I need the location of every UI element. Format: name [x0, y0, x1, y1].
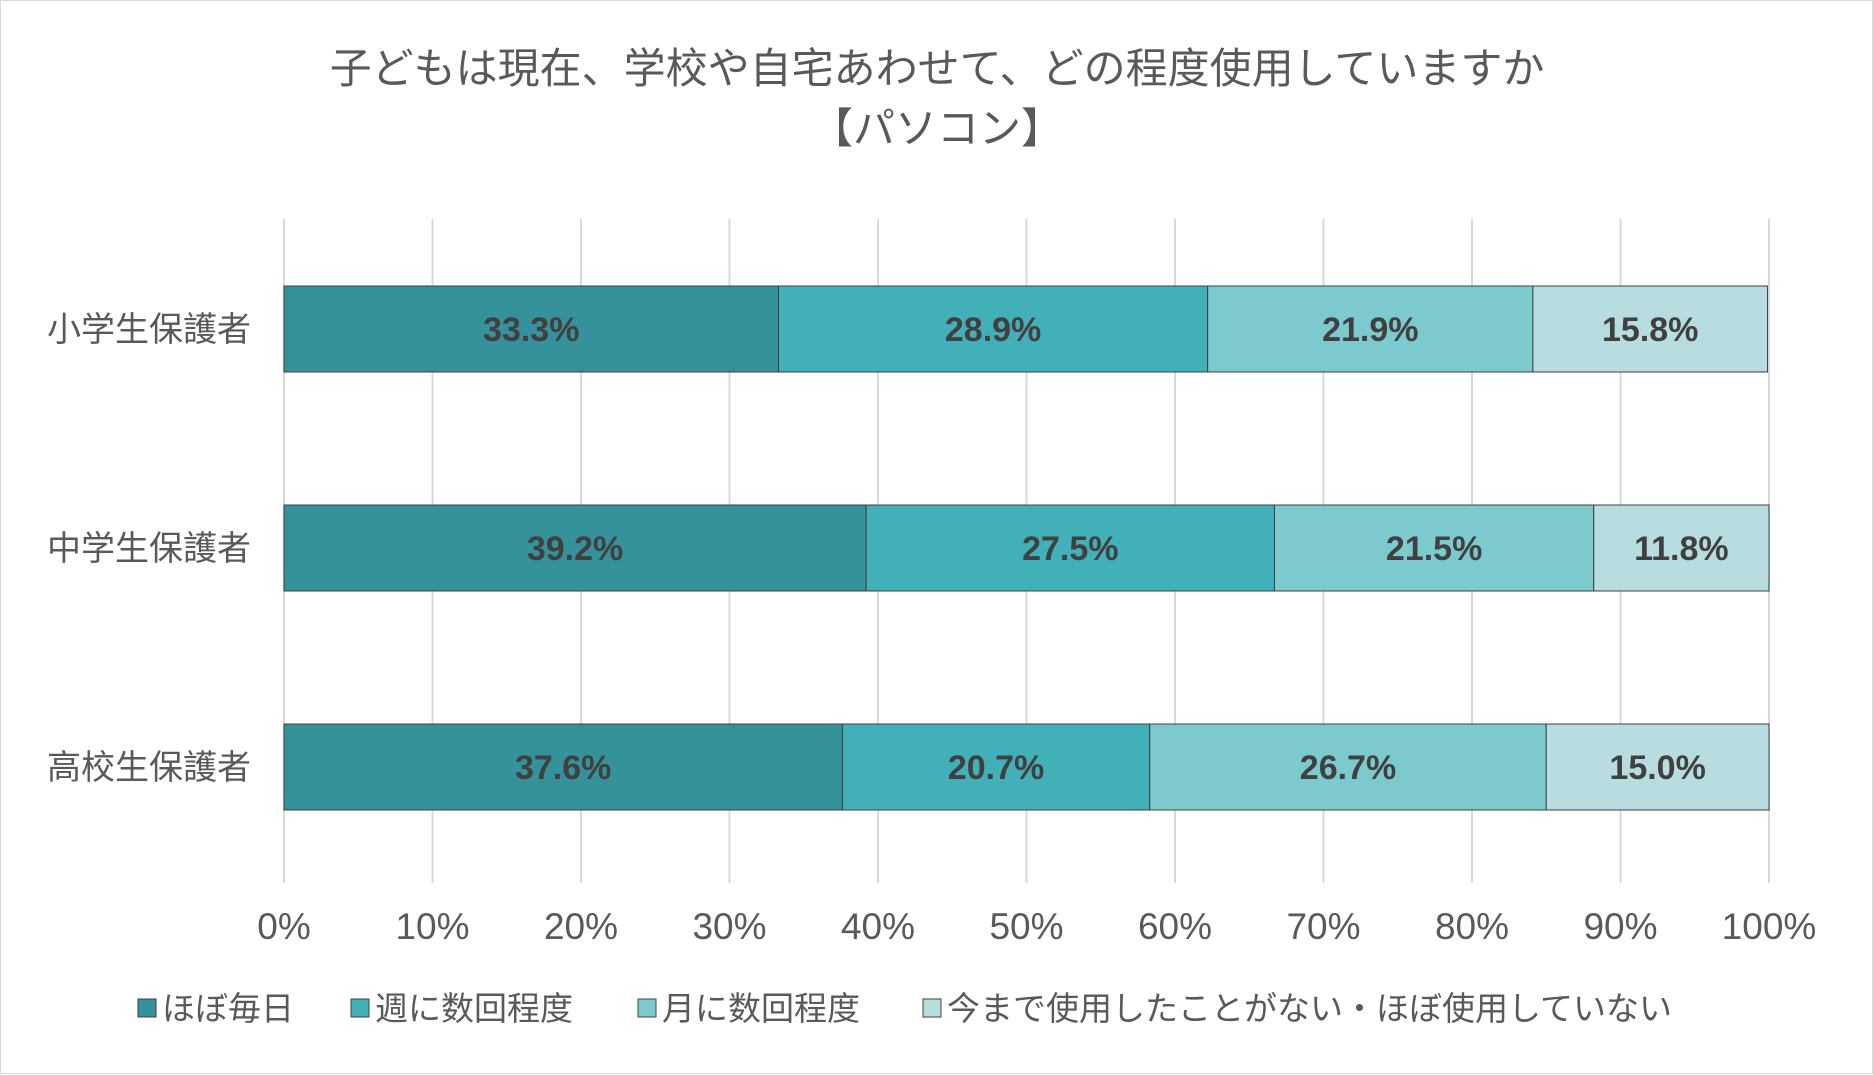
chart-title: 子どもは現在、学校や自宅あわせて、どの程度使用していますか [330, 44, 1545, 93]
data-label: 33.3% [483, 311, 579, 349]
data-label: 21.5% [1386, 530, 1482, 568]
legend-swatch [137, 998, 157, 1018]
data-label: 11.8% [1634, 530, 1729, 568]
legend: ほぼ毎日 週に数回程度 月に数回程度 今まで使用したことがない・ほぼ使用していない [137, 989, 1672, 1028]
data-label: 37.6% [515, 749, 611, 787]
bar-segment [1149, 723, 1547, 811]
data-label: 15.8% [1602, 311, 1698, 349]
x-tick-label: 0% [257, 906, 310, 947]
data-label: 28.9% [945, 311, 1041, 349]
bar-segment [1593, 504, 1770, 592]
legend-label: 週に数回程度 [375, 989, 573, 1028]
x-tick-label: 70% [1286, 906, 1360, 947]
x-tick-label: 10% [395, 906, 469, 947]
bar-segment [283, 723, 843, 811]
x-tick-label: 30% [692, 906, 766, 947]
bar-segment [1273, 504, 1595, 592]
category-label: 中学生保護者 [47, 529, 251, 569]
category-label: 小学生保護者 [47, 310, 251, 350]
bar-segment [1545, 723, 1770, 811]
bar-segment [865, 504, 1275, 592]
x-tick-label: 100% [1722, 906, 1817, 947]
data-label: 21.9% [1322, 311, 1418, 349]
bar-segment [1207, 285, 1534, 373]
bar-segment [778, 285, 1209, 373]
value-axis: 0% 10% 20% 30% 40% 50% 60% 70% 80% 90% 100% [257, 906, 1816, 947]
data-label: 15.0% [1609, 749, 1705, 787]
legend-label: ほぼ毎日 [162, 989, 294, 1028]
bar-segment [283, 285, 780, 373]
bar-segment [1532, 285, 1769, 373]
x-tick-label: 40% [841, 906, 915, 947]
category-label: 高校生保護者 [47, 748, 251, 788]
bar-segment [841, 723, 1151, 811]
bar-segment [283, 504, 867, 592]
x-tick-label: 80% [1435, 906, 1509, 947]
bars: 33.3% 28.9% 21.9% 15.8% 39.2% 27.5% 21.5% 11.8%… [283, 285, 1770, 811]
data-label: 26.7% [1300, 749, 1396, 787]
x-tick-label: 90% [1583, 906, 1657, 947]
data-label: 27.5% [1022, 530, 1118, 568]
x-tick-label: 50% [989, 906, 1063, 947]
legend-swatch [637, 998, 657, 1018]
chart-subtitle: 【パソコン】 [811, 104, 1063, 153]
data-label: 20.7% [948, 749, 1044, 787]
legend-label: 今まで使用したことがない・ほぼ使用していない [947, 989, 1672, 1028]
legend-label: 月に数回程度 [662, 989, 860, 1028]
data-label: 39.2% [527, 530, 623, 568]
x-tick-label: 20% [544, 906, 618, 947]
legend-swatch [350, 998, 370, 1018]
legend-swatch [922, 998, 942, 1018]
x-tick-label: 60% [1138, 906, 1212, 947]
